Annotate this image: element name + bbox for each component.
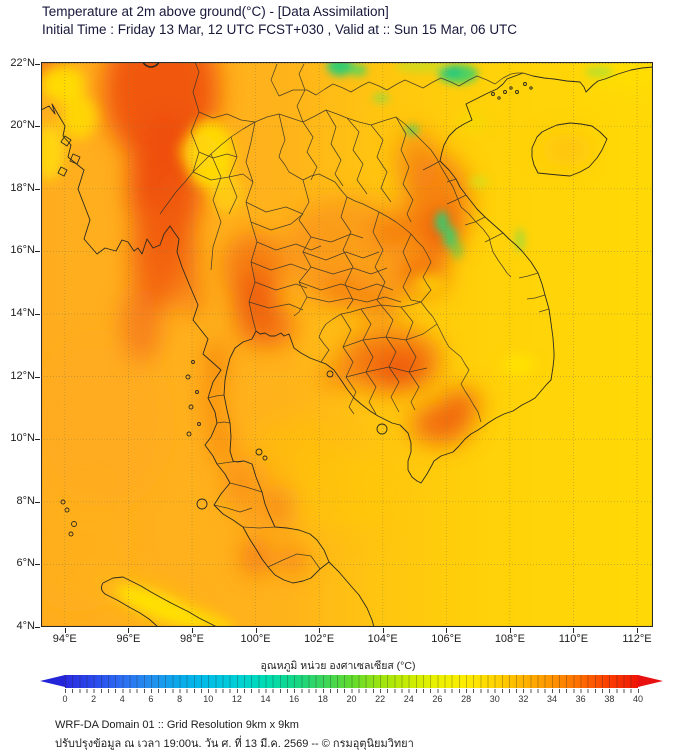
lat-label: 4°N <box>16 620 35 632</box>
map-border <box>41 62 653 627</box>
lon-label: 100°E <box>240 633 271 645</box>
colorbar-tick-label: 2 <box>91 694 97 704</box>
lon-label: 104°E <box>367 633 398 645</box>
map-canvas <box>41 62 653 627</box>
lon-tick <box>509 628 511 633</box>
colorbar-tick-label: 24 <box>403 694 414 704</box>
lon-label: 96°E <box>116 633 141 645</box>
colorbar-tick-label: 20 <box>346 694 357 704</box>
colorbar-tick-label: 10 <box>203 694 214 704</box>
colorbar-tick-label: 32 <box>518 694 529 704</box>
lat-label: 14°N <box>10 307 35 319</box>
footer-domain-info: WRF-DA Domain 01 :: Grid Resolution 9km … <box>55 719 299 731</box>
lat-label: 10°N <box>10 432 35 445</box>
latitude-axis: 22°N 20°N 18°N 16°N 14°N 12°N 10°N 8°N 6°N 4°N <box>0 0 40 640</box>
lon-label: 112°E <box>622 633 652 645</box>
colorbar-tick-label: 34 <box>547 694 558 704</box>
lat-label: 12°N <box>10 369 35 382</box>
colorbar-gradient <box>65 675 638 688</box>
lat-label: 8°N <box>16 494 35 507</box>
lon-tick <box>64 628 66 633</box>
lat-label: 6°N <box>16 557 35 570</box>
colorbar-tick-label: 18 <box>317 694 328 704</box>
temperature-map-svg <box>41 62 653 627</box>
colorbar-tick-label: 4 <box>119 694 125 704</box>
colorbar-title: อุณหภูมิ หน่วย องศาเซลเซียส (°C) <box>260 660 416 672</box>
lat-label: 22°N <box>10 56 35 69</box>
colorbar-tick-label: 30 <box>489 694 500 704</box>
lon-tick <box>382 628 384 633</box>
temperature-field <box>41 62 653 627</box>
lat-tick <box>35 376 40 378</box>
lon-label: 98°E <box>179 633 204 645</box>
lat-tick <box>35 63 40 65</box>
colorbar-tick-label: 36 <box>575 694 586 704</box>
colorbar-tick-label: 8 <box>177 694 183 704</box>
colorbar-tick-label: 6 <box>148 694 154 704</box>
lat-tick <box>35 188 40 190</box>
lon-tick <box>255 628 257 633</box>
lat-tick <box>35 501 40 503</box>
page-subtitle: Initial Time : Friday 13 Mar, 12 UTC FCS… <box>42 22 518 37</box>
lon-label: 106°E <box>431 633 462 645</box>
lon-tick <box>319 628 321 633</box>
coastlines <box>41 62 653 627</box>
lon-tick <box>128 628 130 633</box>
colorbar-tick-label: 12 <box>231 694 242 704</box>
lat-label: 18°N <box>10 181 35 194</box>
lon-label: 108°E <box>494 633 525 645</box>
colorbar-tick-label: 0 <box>62 694 68 704</box>
lon-tick <box>573 628 575 633</box>
colorbar-minor-ticks <box>65 689 639 693</box>
lon-label: 102°E <box>304 633 335 645</box>
lon-tick <box>637 628 639 633</box>
admin-borders <box>159 62 550 570</box>
colorbar-tick-label: 26 <box>432 694 443 704</box>
colorbar-tick-label: 38 <box>604 694 615 704</box>
page-title: Temperature at 2m above ground(°C) - [Da… <box>42 4 389 19</box>
colorbar-segment-lines <box>65 675 638 688</box>
lat-tick <box>35 627 40 628</box>
lat-tick <box>35 564 40 566</box>
lat-label: 16°N <box>10 244 35 257</box>
graticule <box>41 62 653 627</box>
colorbar-tick-label: 40 <box>632 694 643 704</box>
footer-update-info: ปรับปรุงข้อมูล ณ เวลา 19:00น. วัน ศ. ที่… <box>55 738 414 750</box>
lat-label: 20°N <box>10 119 35 132</box>
colorbar-tick-label: 28 <box>461 694 472 704</box>
colorbar-right-arrow <box>638 675 663 687</box>
lon-tick <box>446 628 448 633</box>
lon-label: 110°E <box>558 633 589 645</box>
lon-label: 94°E <box>52 633 77 645</box>
lon-tick <box>191 628 193 633</box>
colorbar-tick-label: 22 <box>375 694 386 704</box>
lat-tick <box>35 126 40 128</box>
colorbar-left-arrow <box>40 675 65 687</box>
colorbar-tick-label: 14 <box>260 694 271 704</box>
lat-tick <box>35 314 40 315</box>
lat-tick <box>35 251 40 253</box>
lat-tick <box>35 439 40 441</box>
colorbar-tick-label: 16 <box>289 694 300 704</box>
